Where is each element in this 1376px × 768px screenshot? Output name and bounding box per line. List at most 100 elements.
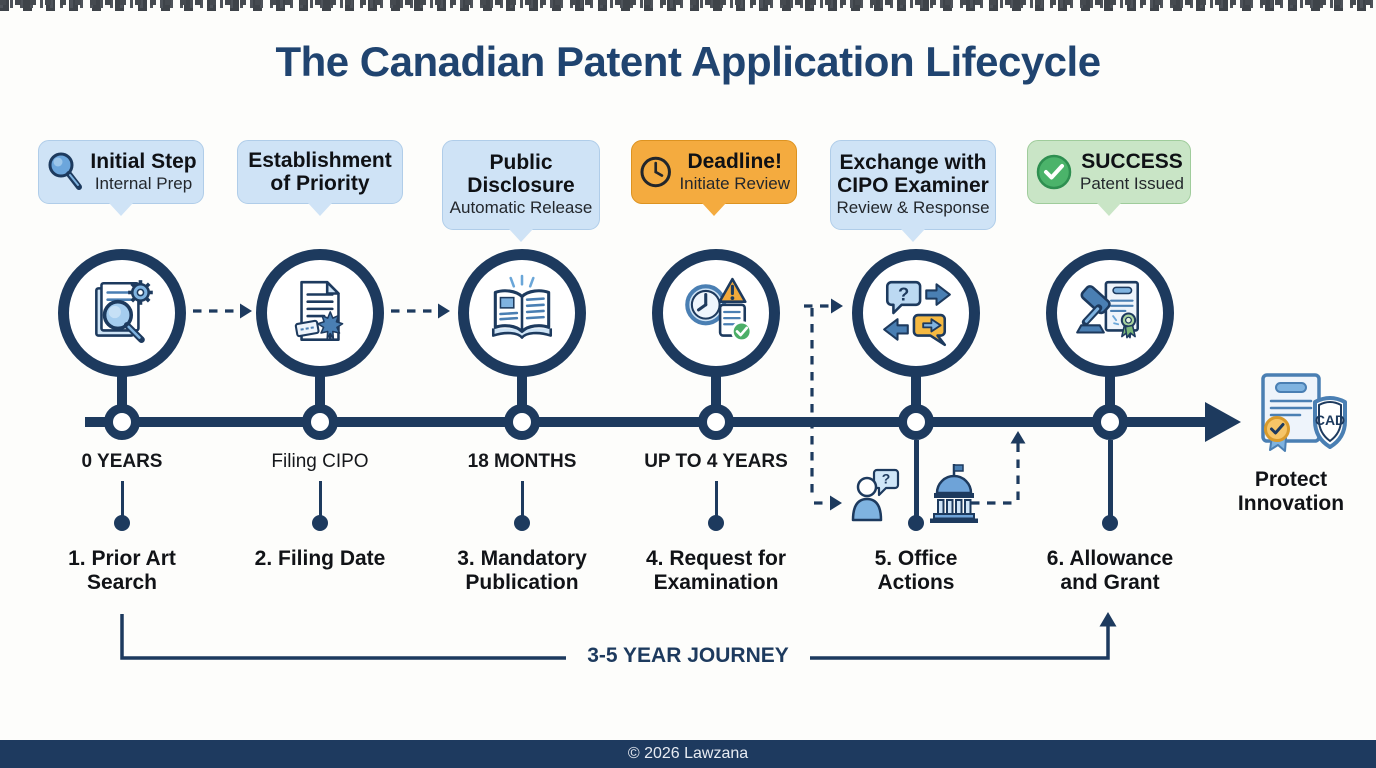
applicant-person-icon: ? — [848, 466, 904, 533]
stage-stem — [911, 372, 921, 408]
step-title-filing-date: 2. Filing Date — [230, 547, 410, 571]
milestone-stem — [521, 481, 524, 516]
publication-book-icon — [491, 274, 553, 339]
callout-text: Exchange with CIPO Examiner Review & Res… — [836, 151, 989, 218]
step-title-line: 4. Request for — [645, 547, 787, 570]
check-circle-icon — [1036, 154, 1072, 190]
timeline-line — [85, 417, 1205, 427]
year-label: 0 YEARS — [81, 451, 163, 472]
stage-circle-publication — [458, 249, 586, 377]
stage-stem — [315, 372, 325, 408]
timeline-node — [104, 404, 140, 440]
step-title-request-examination: 4. Request for Examination — [626, 547, 806, 596]
year-label: Filing CIPO — [271, 451, 369, 472]
step-title-line: 3. Mandatory — [457, 547, 587, 570]
timeline-arrowhead — [1205, 402, 1241, 442]
milestone-stem — [319, 481, 322, 516]
step-title-mandatory-publication: 3. Mandatory Publication — [432, 547, 612, 596]
callout-subtitle: Automatic Release — [449, 198, 593, 218]
callout-text: Deadline! Initiate Review — [679, 150, 790, 194]
stage-circle-filing — [256, 249, 384, 377]
step-title-prior-art-search: 1. Prior Art Search — [32, 547, 212, 596]
footer-bar: © 2026 Lawzana — [0, 740, 1376, 768]
protect-innovation-label: Protect Innovation — [1216, 468, 1366, 516]
callout-title: Exchange with — [839, 151, 987, 175]
callout-text: Public Disclosure Automatic Release — [450, 151, 593, 218]
milestone-stem — [914, 440, 919, 516]
callout-title: of Priority — [270, 172, 370, 195]
prior-art-search-icon — [95, 280, 153, 344]
milestone-dot — [1102, 515, 1118, 531]
stage-stem — [711, 372, 721, 408]
step-title-line: 1. Prior Art — [68, 547, 176, 570]
callout-public-disclosure: Public Disclosure Automatic Release — [442, 140, 600, 230]
timeline-node — [302, 404, 338, 440]
callout-subtitle: Internal Prep — [94, 173, 193, 193]
cipo-building-icon — [922, 462, 986, 531]
callout-title: Public — [489, 151, 553, 175]
step-title-line: Actions — [877, 571, 955, 595]
year-label: 18 MONTHS — [467, 451, 577, 472]
milestone-stem — [1108, 440, 1113, 516]
callout-establishment-of-priority: Establishment of Priority — [237, 140, 403, 204]
year-label: UP TO 4 YEARS — [644, 451, 788, 472]
journey-label: 3-5 YEAR JOURNEY — [587, 644, 789, 667]
callout-title: CIPO Examiner — [837, 174, 989, 198]
milestone-dot — [312, 515, 328, 531]
protect-line: Innovation — [1237, 492, 1345, 516]
milestone-dot — [708, 515, 724, 531]
callout-subtitle: Initiate Review — [679, 173, 790, 193]
callout-exchange-with-cipo: Exchange with CIPO Examiner Review & Res… — [830, 140, 996, 230]
patent-certificate-shield-icon: CAD — [1243, 372, 1355, 465]
examination-clock-icon — [685, 277, 753, 342]
timeline-node — [1092, 404, 1128, 440]
top-edge-artifacts — [0, 0, 1376, 11]
filing-document-icon — [294, 280, 344, 341]
callout-text: Initial Step Internal Prep — [90, 150, 196, 194]
callout-title: Deadline! — [687, 149, 782, 173]
callout-title: Establishment — [248, 148, 392, 172]
shield-cad-label: CAD — [1315, 412, 1345, 428]
clock-icon — [640, 156, 671, 188]
step-title-line: Examination — [653, 571, 779, 595]
callout-text: Establishment of Priority — [248, 149, 392, 195]
step-title-line: 2. Filing Date — [254, 547, 386, 570]
question-mark-glyph: ? — [898, 284, 909, 305]
grant-gavel-icon — [1076, 280, 1139, 339]
step-title-line: Publication — [465, 571, 579, 595]
milestone-stem — [121, 481, 124, 516]
stage-circle-grant — [1046, 249, 1174, 377]
timeline-node — [504, 404, 540, 440]
callout-title: Disclosure — [467, 174, 575, 198]
step-title-line: 6. Allowance — [1046, 547, 1174, 570]
callout-subtitle: Review & Response — [836, 198, 990, 218]
copyright-text: © 2026 Lawzana — [627, 745, 749, 762]
callout-success: SUCCESS Patent Issued — [1027, 140, 1191, 204]
magnifier-icon — [48, 152, 83, 190]
callout-deadline: Deadline! Initiate Review — [631, 140, 797, 204]
protect-line: Protect — [1254, 468, 1328, 491]
timeline-node — [698, 404, 734, 440]
step-title-office-actions: 5. Office Actions — [826, 547, 1006, 596]
step-title-line: Search — [86, 571, 158, 595]
timeline-node — [898, 404, 934, 440]
stage-circle-office-actions: ? — [852, 249, 980, 377]
milestone-stem — [715, 481, 718, 516]
stage-stem — [517, 372, 527, 408]
callout-title: SUCCESS — [1081, 149, 1183, 173]
callout-title: Initial Step — [90, 149, 197, 173]
milestone-dot — [114, 515, 130, 531]
step-title-allowance-grant: 6. Allowance and Grant — [1020, 547, 1200, 596]
callout-initial-step: Initial Step Internal Prep — [38, 140, 204, 204]
office-actions-chat-icon: ? — [883, 280, 951, 347]
milestone-dot — [908, 515, 924, 531]
stage-circle-prior-art — [58, 249, 186, 377]
milestone-dot — [514, 515, 530, 531]
step-title-line: and Grant — [1060, 571, 1160, 595]
callout-text: SUCCESS Patent Issued — [1080, 150, 1184, 194]
question-mark-glyph: ? — [882, 471, 891, 487]
stage-stem — [117, 372, 127, 408]
stage-stem — [1105, 372, 1115, 408]
step-title-line: 5. Office — [874, 547, 958, 570]
